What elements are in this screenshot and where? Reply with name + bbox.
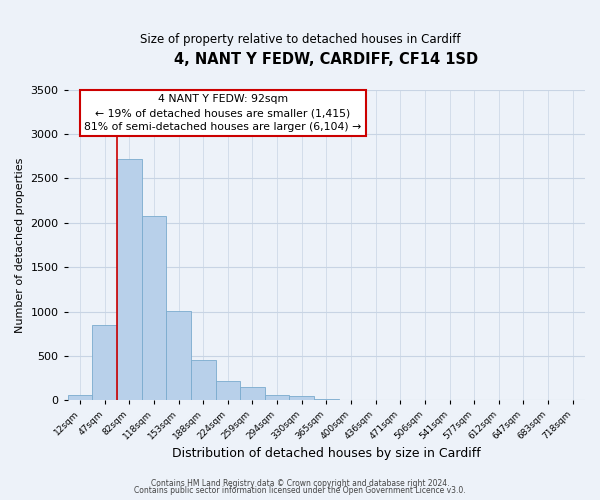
Bar bbox=[215, 381, 240, 400]
Text: Size of property relative to detached houses in Cardiff: Size of property relative to detached ho… bbox=[140, 32, 460, 46]
Bar bbox=[92, 325, 117, 400]
Bar bbox=[191, 360, 215, 401]
Bar bbox=[289, 396, 314, 400]
Bar bbox=[117, 159, 142, 400]
Text: Contains HM Land Registry data © Crown copyright and database right 2024.: Contains HM Land Registry data © Crown c… bbox=[151, 478, 449, 488]
Y-axis label: Number of detached properties: Number of detached properties bbox=[15, 157, 25, 332]
Bar bbox=[314, 398, 338, 400]
Text: Contains public sector information licensed under the Open Government Licence v3: Contains public sector information licen… bbox=[134, 486, 466, 495]
Bar bbox=[240, 388, 265, 400]
Bar bbox=[142, 216, 166, 400]
Bar bbox=[166, 310, 191, 400]
Bar bbox=[265, 396, 289, 400]
X-axis label: Distribution of detached houses by size in Cardiff: Distribution of detached houses by size … bbox=[172, 447, 481, 460]
Bar bbox=[68, 396, 92, 400]
Title: 4, NANT Y FEDW, CARDIFF, CF14 1SD: 4, NANT Y FEDW, CARDIFF, CF14 1SD bbox=[174, 52, 478, 68]
Text: 4 NANT Y FEDW: 92sqm
← 19% of detached houses are smaller (1,415)
81% of semi-de: 4 NANT Y FEDW: 92sqm ← 19% of detached h… bbox=[84, 94, 362, 132]
